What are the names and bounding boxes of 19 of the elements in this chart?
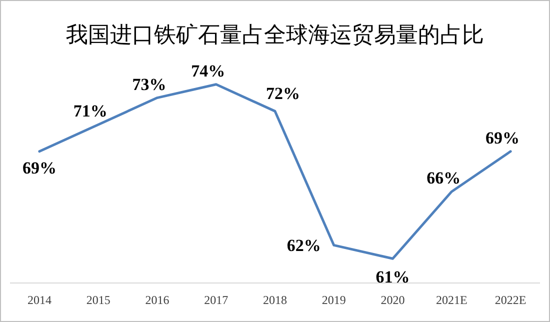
x-tick-label: 2019 (322, 293, 346, 307)
data-label: 61% (376, 268, 410, 287)
data-label: 69% (22, 158, 56, 178)
x-tick-label: 2015 (86, 293, 110, 307)
data-label: 72% (266, 84, 300, 104)
x-tick-label: 2022E (494, 293, 526, 307)
chart-title: 我国进口铁矿石量占全球海运贸易量的占比 (66, 22, 484, 47)
x-tick-label: 2018 (263, 293, 287, 307)
x-tick-label: 2021E (436, 293, 468, 307)
x-tick-label: 2014 (27, 293, 52, 307)
data-label: 66% (426, 168, 461, 188)
x-tick-label: 2016 (145, 293, 170, 307)
x-tick-label: 2017 (204, 293, 228, 307)
data-label: 69% (486, 128, 520, 148)
data-label: 73% (132, 74, 166, 94)
data-label: 71% (73, 102, 108, 121)
data-label: 62% (286, 236, 321, 256)
data-label: 74% (191, 61, 226, 80)
x-tick-label: 2020 (380, 293, 405, 307)
